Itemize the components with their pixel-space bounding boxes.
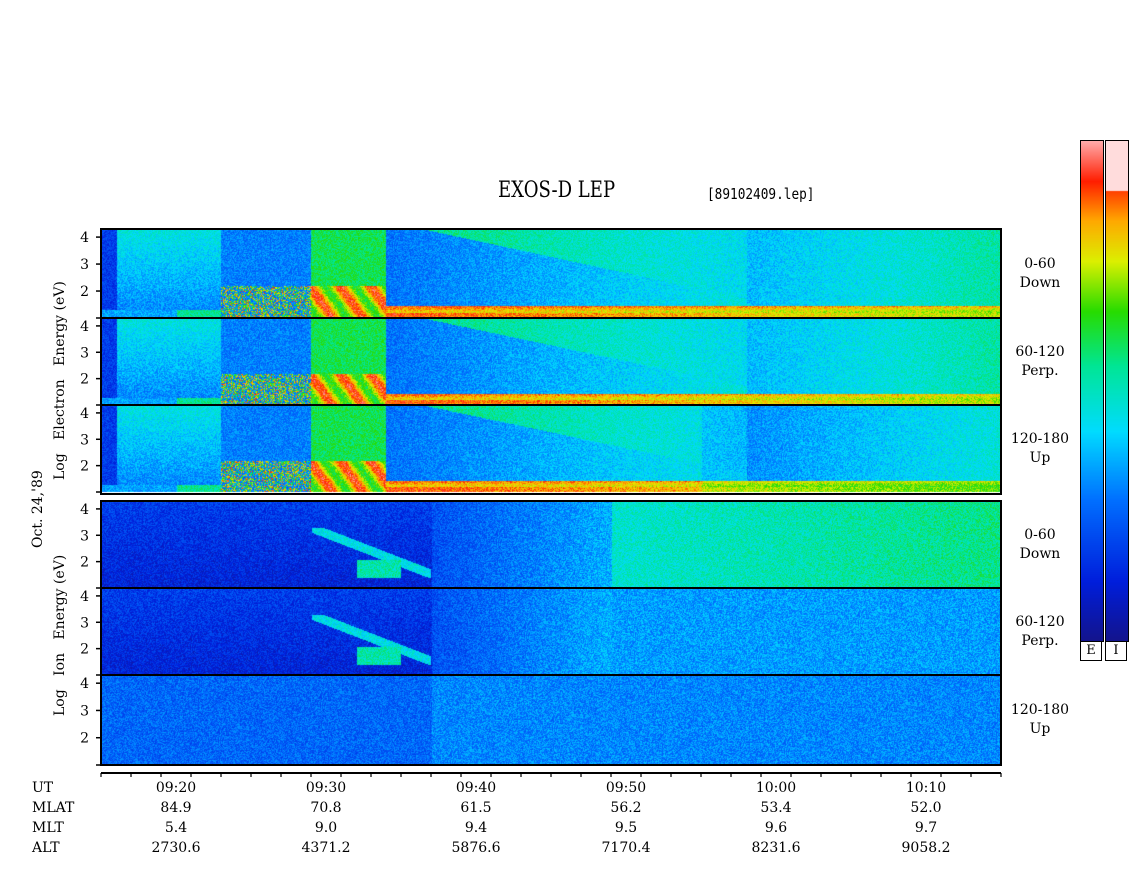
plot-title: EXOS-D LEP [498,178,616,203]
ephemeris-row-label: UT [32,780,54,796]
ephemeris-value: 5.4 [164,820,188,836]
y-tick-label: 3 [80,703,89,719]
pitch-label: 60-120 Perp. [1000,613,1080,651]
ephemeris-value: 10:00 [755,780,797,796]
ephemeris-value: 8231.6 [751,840,801,856]
y-tick-label: 4 [80,502,89,518]
ephemeris-value: 9.4 [464,820,488,836]
y-tick-label: 3 [80,615,89,631]
ephemeris-value: 70.8 [310,800,342,816]
pitch-direction: Up [1029,449,1051,466]
y-tick-label: 4 [80,230,89,246]
ephemeris-value: 7170.4 [601,840,651,856]
ephemeris-value: 9.6 [764,820,788,836]
y-tick-label: 2 [80,555,89,571]
ephemeris-value: 09:20 [155,780,197,796]
ephemeris-value: 61.5 [460,800,492,816]
ion-frame [100,500,1002,766]
ephemeris-value: 09:50 [605,780,647,796]
pitch-range: 0-60 [1024,526,1056,543]
pitch-range: 0-60 [1024,255,1056,272]
ephemeris-value: 5876.6 [451,840,501,856]
y-tick-label: 2 [80,284,89,300]
colorbar-label-e: E [1080,641,1102,661]
ephemeris-value: 53.4 [760,800,792,816]
ephemeris-value: 09:30 [305,780,347,796]
pitch-direction: Up [1029,721,1051,737]
ion-axis-label: Log Ion Energy (eV) [52,554,68,716]
ephemeris-value: 2730.6 [151,840,201,856]
colorbar-electron [1080,140,1104,642]
pitch-label: 120-180 Up [1000,701,1080,739]
pitch-label: 120-180 Up [1000,430,1080,468]
electron-axis-label: Log Electron Energy (eV) [52,281,68,480]
pitch-direction: Down [1019,545,1061,562]
ephemeris-value: 4371.2 [301,840,351,856]
y-tick-label: 2 [80,459,89,475]
pitch-label: 0-60 Down [1000,526,1080,564]
y-tick-label: 4 [80,319,89,335]
ephemeris-row-label: MLT [32,820,64,836]
ephemeris-value: 09:40 [455,780,497,796]
y-tick-label: 3 [80,528,89,544]
pitch-range: 120-180 [1010,430,1070,447]
colorbar-ion [1105,140,1129,642]
pitch-direction: Down [1019,274,1061,291]
pitch-direction: Perp. [1021,362,1059,379]
ephemeris-row-label: MLAT [32,800,75,816]
ephemeris-value: 84.9 [160,800,192,816]
file-name: [89102409.lep] [707,185,815,203]
y-tick-label: 2 [80,731,89,747]
y-tick-label: 3 [80,257,89,273]
ephemeris-value: 56.2 [610,800,642,816]
ephemeris-row-label: ALT [32,840,60,856]
pitch-direction: Perp. [1021,632,1059,649]
electron-frame [100,228,1002,495]
y-tick-label: 4 [80,406,89,422]
pitch-label: 0-60 Down [1000,255,1080,293]
y-tick-label: 2 [80,372,89,388]
y-tick-label: 4 [80,589,89,605]
pitch-range: 120-180 [1010,702,1070,718]
pitch-range: 60-120 [1015,343,1065,360]
ephemeris-value: 9.0 [314,820,338,836]
colorbar-label-i: I [1105,641,1127,661]
ephemeris-value: 9.5 [614,820,638,836]
y-tick-label: 3 [80,432,89,448]
y-tick-label: 2 [80,642,89,658]
date-label: Oct. 24,'89 [30,470,46,548]
pitch-label: 60-120 Perp. [1000,343,1080,381]
ephemeris-value: 9.7 [914,820,938,836]
y-tick-label: 3 [80,345,89,361]
pitch-range: 60-120 [1015,613,1065,630]
ephemeris-value: 9058.2 [901,840,951,856]
y-tick-label: 4 [80,676,89,692]
ephemeris-value: 10:10 [905,780,947,796]
ephemeris-value: 52.0 [910,800,942,816]
